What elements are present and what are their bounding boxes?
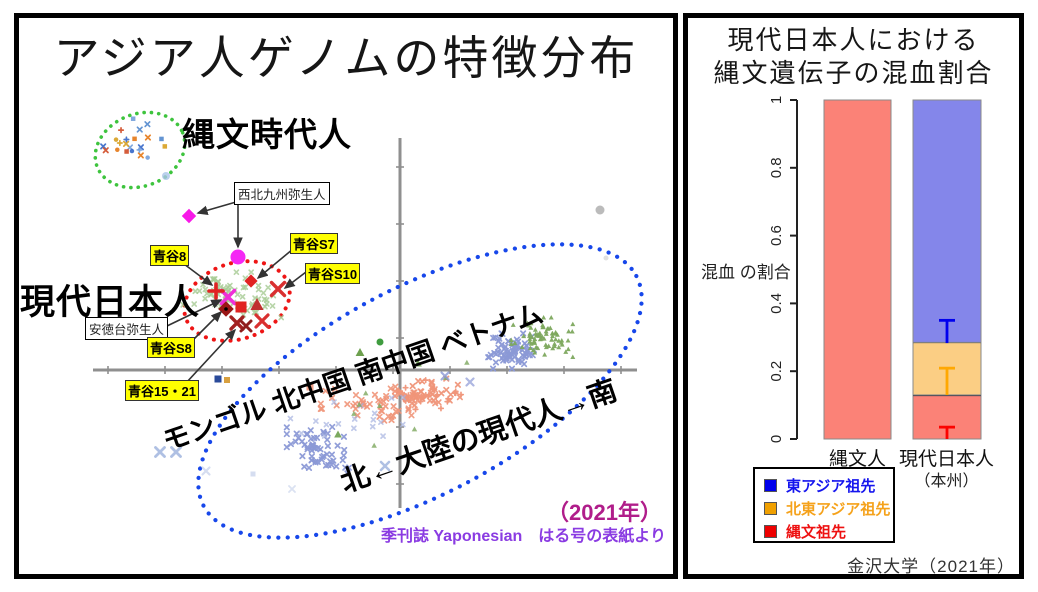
- scatter-point: [170, 446, 182, 458]
- cluster-orange-main: [391, 375, 465, 413]
- scatter-point: [254, 313, 270, 329]
- legend: 東アジア祖先 北東アジア祖先 縄文祖先: [753, 467, 895, 543]
- legend-swatch: [764, 479, 777, 492]
- legend-swatch: [764, 502, 777, 515]
- scatter-point: [201, 466, 211, 476]
- category-label-honshu: （本州）: [914, 473, 979, 490]
- scatter-point: [595, 205, 605, 215]
- scatter-point: [214, 375, 222, 383]
- bar-chart-title-line2: 縄文遺伝子の混血割合: [713, 58, 994, 88]
- y-tick-label: 0: [768, 435, 785, 443]
- scatter-point: [162, 172, 170, 180]
- left-panel: アジア人ゲノムの特徴分布 縄文時代人 現代日本人 西北九州弥生人 安徳台弥生人 …: [14, 13, 678, 579]
- y-tick-label: 0.6: [768, 225, 785, 246]
- scatter-point: [603, 255, 609, 261]
- bar-現代日本人: [912, 99, 982, 440]
- legend-swatch: [764, 525, 777, 538]
- scatter-point: [288, 485, 296, 493]
- error-bars: [939, 318, 955, 439]
- y-tick-label: 1: [768, 96, 785, 104]
- point-青谷S10: [269, 280, 287, 298]
- point-青谷8: [207, 282, 225, 300]
- year-note: （2021年）: [547, 500, 662, 525]
- page-title: アジア人ゲノムの特徴分布: [53, 32, 639, 84]
- y-axis-label: 混血 の割合: [701, 263, 791, 282]
- right-panel: 0 0.2 0.4 0.6 0.8 1 現代日本人における 縄文遺伝子の混血割合 混血 の…: [683, 13, 1024, 579]
- scatter-point: [355, 348, 365, 356]
- scatter-point: [250, 298, 264, 310]
- legend-label: 縄文祖先: [786, 524, 847, 541]
- point-西北九州弥生人: [181, 208, 197, 224]
- scatter-point: [440, 371, 450, 381]
- scatter-point: [376, 338, 384, 346]
- cluster-jomon-ancients: [100, 116, 168, 160]
- cluster-upper-blue: [485, 330, 537, 372]
- legend-item-東アジア祖先: 東アジア祖先: [764, 474, 893, 497]
- category-label-modern-japanese: 現代日本人: [898, 449, 994, 470]
- bar-chart-title-line1: 現代日本人における: [727, 25, 980, 55]
- scatter-point: [334, 430, 342, 438]
- cluster-upper-green: [508, 314, 576, 360]
- admixture-bar-chart: 0 0.2 0.4 0.6 0.8 1: [768, 96, 982, 443]
- bar-縄文人: [823, 99, 892, 440]
- scatter-plot: [93, 110, 644, 540]
- scatter-point: [414, 359, 422, 367]
- scatter-point: [465, 377, 475, 387]
- cluster-green-sparse: [351, 359, 470, 448]
- point-西北九州弥生人: [230, 249, 246, 265]
- scatter-point: [250, 471, 256, 477]
- segment-縄文祖先: [823, 99, 892, 440]
- bar-y-axis: 0 0.2 0.4 0.6 0.8 1: [768, 96, 798, 443]
- legend-label: 北東アジア祖先: [786, 501, 891, 518]
- cluster-lower-blue: [283, 423, 352, 477]
- jomon-cluster-label: 縄文時代人: [182, 116, 352, 153]
- point-青谷S7: [244, 274, 258, 288]
- tag-aoya-s8: 青谷S8: [147, 337, 195, 358]
- tag-aoya-s7: 青谷S7: [290, 233, 338, 254]
- scatter-point: [224, 377, 230, 383]
- category-label-jomon: 縄文人: [828, 449, 886, 470]
- label-antokudai-yayoi: 安徳台弥生人: [85, 317, 169, 340]
- y-tick-label: 0.8: [768, 157, 785, 178]
- scatter-point: [306, 383, 314, 391]
- scatter-axes: [93, 138, 637, 508]
- scatter-point: [379, 460, 391, 472]
- point-青谷15・21: [229, 315, 245, 331]
- scatter-point: [239, 319, 253, 333]
- scatter-point: [154, 446, 166, 458]
- group-ellipse-大陸の現代人: [196, 242, 644, 540]
- source-credit: 季刊誌 Yaponesian はる号の表紙より: [380, 528, 666, 545]
- label-nishikita-kyushu-yayoi: 西北九州弥生人: [234, 182, 330, 205]
- group-ellipse-縄文時代人: [93, 110, 187, 190]
- attribution-kanazawa: 金沢大学（2021年）: [847, 557, 1015, 576]
- y-tick-label: 0.2: [768, 361, 785, 382]
- legend-item-縄文祖先: 縄文祖先: [764, 520, 893, 543]
- tag-aoya-15-21: 青谷15・21: [125, 380, 199, 401]
- modern-japanese-cluster-label: 現代日本人: [20, 283, 201, 322]
- tag-aoya-s10: 青谷S10: [305, 263, 361, 284]
- tag-aoya8: 青谷8: [150, 245, 190, 266]
- segment-東アジア祖先: [912, 99, 982, 343]
- scatter-point: [235, 301, 247, 313]
- y-tick-label: 0.4: [768, 293, 785, 314]
- legend-item-北東アジア祖先: 北東アジア祖先: [764, 497, 893, 520]
- legend-label: 東アジア祖先: [786, 478, 876, 495]
